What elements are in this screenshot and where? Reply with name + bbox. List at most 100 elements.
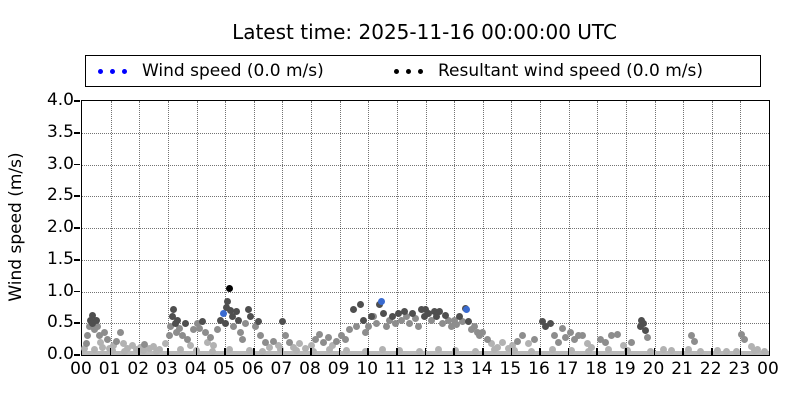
x-axis-tick	[338, 348, 341, 355]
x-tick-label: 00	[70, 359, 92, 379]
scatter-dot	[247, 313, 255, 321]
scatter-dot	[685, 345, 693, 353]
gridline	[511, 101, 513, 355]
scatter-dot	[605, 346, 613, 354]
scatter-dot	[277, 346, 285, 354]
scatter-dot	[389, 313, 397, 321]
scatter-dot	[326, 346, 334, 354]
scatter-dot	[286, 338, 294, 346]
scatter-dot	[476, 332, 484, 340]
gridline	[711, 101, 713, 355]
scatter-dot	[403, 313, 411, 321]
wind-speed-marker-dots	[98, 68, 127, 74]
scatter-dot	[234, 316, 242, 324]
scatter-dot	[174, 316, 182, 324]
legend-dot-icon	[122, 68, 127, 74]
scatter-dot	[204, 338, 212, 346]
scatter-dot	[190, 326, 198, 334]
scatter-dot	[467, 326, 475, 334]
scatter-dot	[453, 321, 461, 329]
x-tick-label: 11	[385, 359, 407, 379]
scatter-dot	[140, 347, 148, 355]
scatter-dot	[141, 340, 149, 348]
x-axis-tick	[653, 348, 656, 355]
scatter-dot	[479, 329, 487, 337]
scatter-dot	[104, 335, 112, 343]
legend-dot-icon	[110, 68, 115, 74]
scatter-dot	[566, 329, 574, 337]
scatter-dot	[416, 347, 424, 355]
scatter-dot	[198, 318, 206, 326]
scatter-dot	[549, 346, 557, 354]
scatter-dot	[555, 338, 563, 346]
scatter-dot	[82, 340, 90, 348]
scatter-dot	[575, 332, 583, 340]
scatter-dot	[513, 337, 521, 345]
scatter-dot	[397, 316, 405, 324]
scatter-dot	[150, 342, 158, 350]
x-tick-label: 03	[156, 359, 178, 379]
scatter-dot	[236, 329, 244, 337]
scatter-dot	[168, 313, 176, 321]
scatter-dot	[214, 326, 222, 334]
scatter-dot	[602, 338, 610, 346]
scatter-dot	[346, 326, 354, 334]
scatter-dot	[613, 330, 621, 338]
scatter-dot	[341, 335, 349, 343]
scatter-dot	[646, 347, 654, 355]
x-tick-label: 01	[98, 359, 121, 379]
scatter-dot	[738, 330, 746, 338]
scatter-dot	[99, 343, 107, 351]
scatter-dot	[456, 313, 464, 321]
y-tick-label: 3.0	[46, 153, 74, 174]
scatter-dot	[414, 322, 422, 330]
x-axis-tick	[567, 348, 570, 355]
scatter-dot	[238, 335, 246, 343]
gridline	[139, 101, 141, 355]
scatter-dot	[181, 319, 189, 327]
scatter-dot	[251, 322, 259, 330]
scatter-dot	[436, 308, 444, 316]
scatter-dot	[224, 297, 232, 305]
scatter-dot	[223, 303, 231, 311]
scatter-dot	[483, 335, 491, 343]
scatter-dot	[196, 324, 204, 332]
scatter-dot	[417, 305, 425, 313]
scatter-dot	[628, 339, 636, 347]
scatter-dot	[470, 322, 478, 330]
scatter-dot	[132, 346, 140, 354]
scatter-dot	[505, 345, 512, 353]
scatter-dot	[221, 319, 229, 327]
scatter-dot	[362, 329, 370, 337]
legend: Wind speed (0.0 m/s) Resultant wind spee…	[85, 55, 761, 87]
x-axis-tick	[310, 348, 312, 355]
scatter-dot	[643, 333, 651, 341]
scatter-dot	[112, 337, 120, 345]
scatter-dot	[270, 337, 278, 345]
scatter-dot	[254, 317, 262, 325]
scatter-dot	[732, 347, 740, 355]
x-tick-label: 18	[585, 359, 608, 379]
x-axis-tick	[167, 348, 169, 355]
scatter-dot	[396, 347, 404, 355]
x-tick-label: 12	[413, 359, 436, 379]
x-tick-label: 17	[556, 359, 579, 379]
gridline	[425, 101, 427, 355]
x-tick-label: 22	[699, 359, 722, 379]
scatter-dot	[187, 341, 195, 349]
scatter-dot	[328, 341, 336, 349]
scatter-dot	[373, 319, 381, 327]
scatter-dot	[282, 332, 290, 340]
scatter-dot	[80, 345, 88, 353]
legend-dot-icon	[394, 68, 399, 74]
scatter-dot	[439, 319, 447, 327]
legend-entry-wind-speed: Wind speed (0.0 m/s)	[98, 56, 324, 86]
scatter-dot	[244, 305, 252, 313]
scatter-dot	[619, 341, 627, 349]
scatter-dot	[579, 332, 587, 340]
scatter-dot	[450, 316, 458, 324]
gridline	[454, 101, 456, 355]
scatter-dot	[379, 346, 387, 354]
x-tick-label: 02	[127, 359, 150, 379]
gridline	[654, 101, 656, 355]
